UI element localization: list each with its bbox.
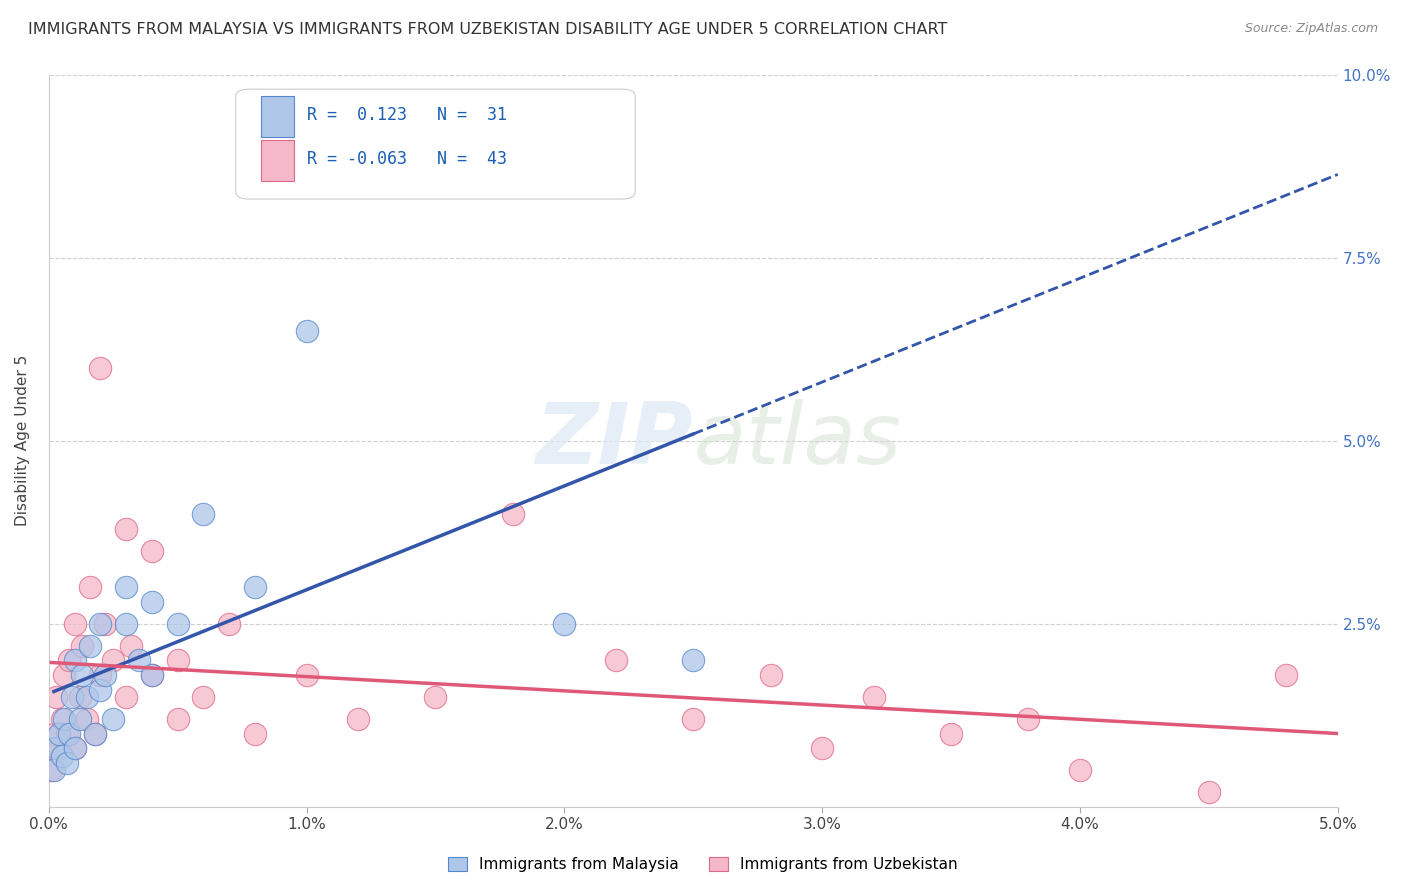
Point: [45, 741, 67, 756]
Point: [347, 712, 370, 726]
Point: [295, 324, 318, 338]
Point: [42, 727, 65, 741]
Point: [373, 178, 395, 192]
Point: [141, 595, 163, 609]
Text: atlas: atlas: [693, 400, 901, 483]
Point: [128, 653, 150, 667]
Point: [63, 616, 86, 631]
Point: [63, 741, 86, 756]
Point: [84, 727, 107, 741]
Point: [682, 712, 704, 726]
Point: [682, 653, 704, 667]
Point: [72, 639, 94, 653]
Point: [115, 522, 138, 536]
Point: [141, 543, 163, 558]
Point: [166, 616, 188, 631]
Point: [94, 668, 117, 682]
Point: [243, 580, 266, 594]
Point: [56, 727, 79, 741]
Point: [89, 668, 111, 682]
Point: [48, 727, 70, 741]
FancyBboxPatch shape: [236, 89, 636, 199]
Point: [759, 668, 782, 682]
Point: [141, 668, 163, 682]
Point: [811, 741, 834, 756]
Point: [166, 712, 188, 726]
Point: [89, 616, 111, 631]
FancyBboxPatch shape: [262, 140, 294, 181]
Point: [939, 727, 962, 741]
Point: [42, 764, 65, 778]
Point: [56, 756, 79, 770]
Point: [115, 616, 138, 631]
Point: [76, 712, 98, 726]
Point: [76, 690, 98, 705]
Point: [115, 580, 138, 594]
Point: [51, 748, 73, 763]
Point: [193, 690, 215, 705]
Point: [425, 690, 447, 705]
Point: [243, 727, 266, 741]
Legend: Immigrants from Malaysia, Immigrants from Uzbekistan: Immigrants from Malaysia, Immigrants fro…: [441, 849, 965, 880]
Point: [605, 653, 627, 667]
Point: [103, 653, 125, 667]
Point: [94, 616, 117, 631]
Point: [553, 616, 575, 631]
Text: IMMIGRANTS FROM MALAYSIA VS IMMIGRANTS FROM UZBEKISTAN DISABILITY AGE UNDER 5 CO: IMMIGRANTS FROM MALAYSIA VS IMMIGRANTS F…: [28, 22, 948, 37]
Point: [84, 727, 107, 741]
Point: [218, 616, 240, 631]
Point: [60, 690, 83, 705]
Point: [502, 507, 524, 521]
Point: [103, 712, 125, 726]
Point: [51, 712, 73, 726]
FancyBboxPatch shape: [262, 96, 294, 136]
Point: [63, 653, 86, 667]
Point: [58, 653, 80, 667]
Point: [862, 690, 884, 705]
Point: [41, 764, 63, 778]
Point: [69, 690, 91, 705]
Text: Source: ZipAtlas.com: Source: ZipAtlas.com: [1244, 22, 1378, 36]
Point: [1017, 712, 1039, 726]
Point: [89, 682, 111, 697]
Point: [45, 690, 67, 705]
Point: [79, 580, 101, 594]
Y-axis label: Disability Age Under 5: Disability Age Under 5: [15, 355, 30, 526]
Point: [166, 653, 188, 667]
Point: [1275, 668, 1298, 682]
Point: [58, 727, 80, 741]
Point: [1069, 764, 1091, 778]
Point: [48, 741, 70, 756]
Text: ZIP: ZIP: [536, 400, 693, 483]
Point: [193, 507, 215, 521]
Text: R = -0.063   N =  43: R = -0.063 N = 43: [307, 150, 506, 168]
Point: [120, 639, 142, 653]
Point: [89, 360, 111, 375]
Point: [53, 712, 76, 726]
Point: [72, 668, 94, 682]
Point: [69, 712, 91, 726]
Point: [295, 668, 318, 682]
Point: [1198, 785, 1220, 799]
Point: [115, 690, 138, 705]
Point: [79, 639, 101, 653]
Point: [141, 668, 163, 682]
Text: R =  0.123   N =  31: R = 0.123 N = 31: [307, 106, 506, 124]
Point: [53, 668, 76, 682]
Point: [63, 741, 86, 756]
